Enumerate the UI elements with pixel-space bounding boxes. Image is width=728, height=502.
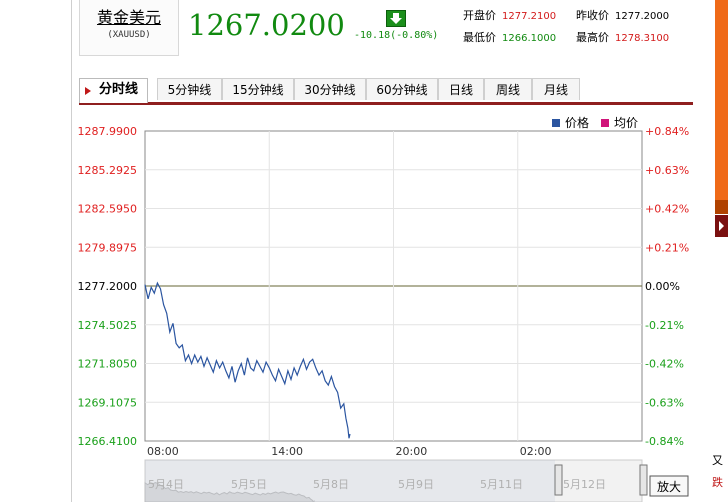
y-tick-right: -0.63% bbox=[645, 396, 684, 409]
y-tick-right: -0.42% bbox=[645, 358, 684, 371]
tab-15min[interactable]: 15分钟线 bbox=[222, 78, 294, 100]
y-tick-right: 0.00% bbox=[645, 280, 680, 293]
y-tick-left: 1285.2925 bbox=[78, 164, 138, 177]
high-value: 1278.3100 bbox=[615, 33, 670, 44]
legend-avg-label: 均价 bbox=[614, 116, 638, 130]
x-tick-label: 02:00 bbox=[520, 445, 552, 458]
tab-5min[interactable]: 5分钟线 bbox=[157, 78, 222, 100]
y-tick-left: 1279.8975 bbox=[78, 241, 138, 254]
high-label: 最高价 bbox=[576, 31, 609, 44]
side-link-1[interactable]: 又 bbox=[712, 454, 723, 467]
navigator-date-label: 5月5日 bbox=[231, 478, 267, 491]
tab-intraday[interactable]: 分时线 bbox=[79, 78, 148, 103]
legend-avg-swatch bbox=[601, 119, 609, 127]
low-label: 最低价 bbox=[463, 31, 496, 44]
y-tick-right: +0.84% bbox=[645, 125, 689, 138]
period-tabs: 分时线 5分钟线 15分钟线 30分钟线 60分钟线 日线 周线 月线 bbox=[79, 78, 693, 105]
side-link-2[interactable]: 跌 bbox=[712, 476, 723, 489]
navigator-area bbox=[144, 481, 315, 502]
tab-30min[interactable]: 30分钟线 bbox=[294, 78, 366, 100]
zoom-button-label[interactable]: 放大 bbox=[657, 479, 681, 494]
legend-price-swatch bbox=[552, 119, 560, 127]
x-tick-label: 20:00 bbox=[396, 445, 428, 458]
y-tick-right: -0.84% bbox=[645, 435, 684, 448]
prev-label: 昨收价 bbox=[576, 9, 609, 22]
prev-close: 昨收价 1277.2000 bbox=[576, 7, 669, 23]
y-tick-right: +0.63% bbox=[645, 164, 689, 177]
y-tick-left: 1287.9900 bbox=[78, 125, 138, 138]
tab-weekly[interactable]: 周线 bbox=[484, 78, 532, 100]
price-series-line bbox=[144, 281, 351, 439]
symbol-code: (XAUUSD) bbox=[107, 30, 151, 40]
high-price: 最高价 1278.3100 bbox=[576, 29, 669, 45]
x-tick-label: 14:00 bbox=[271, 445, 303, 458]
tab-60min[interactable]: 60分钟线 bbox=[366, 78, 438, 100]
open-label: 开盘价 bbox=[463, 9, 496, 22]
current-price: 1267.0200 bbox=[188, 8, 345, 42]
x-tick-label: 08:00 bbox=[147, 445, 179, 458]
tab-daily[interactable]: 日线 bbox=[438, 78, 484, 100]
price-change: -10.18(-0.80%) bbox=[354, 30, 439, 41]
symbol-box[interactable]: 黄金美元 (XAUUSD) bbox=[79, 0, 179, 56]
y-tick-left: 1271.8050 bbox=[78, 358, 138, 371]
y-tick-right: -0.21% bbox=[645, 319, 684, 332]
navigator-selection bbox=[145, 460, 555, 502]
low-value: 1266.1000 bbox=[502, 33, 557, 44]
navigator-date-label: 5月11日 bbox=[480, 478, 523, 491]
y-tick-left: 1269.1075 bbox=[78, 396, 138, 409]
navigator-date-label: 5月12日 bbox=[563, 478, 606, 491]
y-tick-left: 1274.5025 bbox=[78, 319, 138, 332]
zoom-button[interactable] bbox=[649, 475, 689, 497]
y-tick-left: 1282.5950 bbox=[78, 203, 138, 216]
side-ad-arrow[interactable] bbox=[715, 215, 728, 237]
legend-price-label: 价格 bbox=[565, 115, 589, 130]
open-price: 开盘价 1277.2100 bbox=[463, 7, 556, 23]
navigator-handle-end bbox=[639, 464, 648, 496]
side-ad-strip-band bbox=[715, 200, 728, 214]
navigator-date-label: 5月4日 bbox=[148, 478, 184, 491]
y-tick-left: 1266.4100 bbox=[78, 435, 138, 448]
prev-value: 1277.2000 bbox=[615, 11, 670, 22]
y-tick-right: +0.21% bbox=[645, 241, 689, 254]
down-arrow-icon bbox=[386, 10, 406, 27]
open-value: 1277.2100 bbox=[502, 11, 557, 22]
navigator-date-label: 5月9日 bbox=[398, 478, 434, 491]
low-price: 最低价 1266.1000 bbox=[463, 29, 556, 45]
navigator-date-label: 5月8日 bbox=[313, 478, 349, 491]
tab-monthly[interactable]: 月线 bbox=[532, 78, 580, 100]
symbol-name[interactable]: 黄金美元 bbox=[96, 8, 161, 27]
navigator-handle-right bbox=[554, 464, 563, 496]
y-tick-left: 1277.2000 bbox=[78, 280, 138, 293]
side-ad-strip[interactable] bbox=[715, 0, 728, 200]
y-tick-right: +0.42% bbox=[645, 203, 689, 216]
left-divider bbox=[71, 0, 72, 502]
